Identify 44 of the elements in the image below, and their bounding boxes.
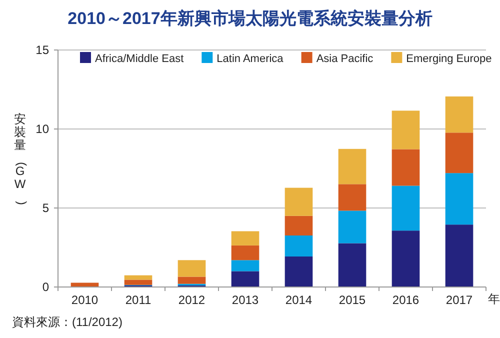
bar (445, 132, 474, 174)
x-tick-label: 2017 (446, 293, 473, 307)
x-axis-title: 年 (488, 292, 500, 306)
x-tick-label: 2016 (392, 293, 420, 307)
y-tick-label: 15 (36, 43, 50, 57)
legend-label: Asia Pacific (316, 53, 374, 65)
bar (231, 260, 260, 272)
y-axis-title: 安裝量(GW) (14, 112, 29, 205)
bar (284, 216, 313, 236)
bar (178, 276, 206, 284)
y-tick-label: 10 (36, 122, 50, 136)
legend-label: Latin America (216, 53, 284, 65)
bar (392, 110, 420, 150)
chart-title: 2010～2017年新興市場太陽光電系統安裝量分析 (68, 9, 432, 28)
bar (284, 256, 313, 287)
bar (338, 243, 366, 287)
x-tick-label: 2010 (71, 293, 98, 307)
x-tick-label: 2013 (232, 293, 259, 307)
x-tick-label: 2014 (285, 293, 312, 307)
bar (392, 149, 420, 186)
bar (284, 235, 313, 257)
bar (231, 231, 260, 246)
bar (178, 260, 206, 277)
bar (445, 224, 474, 287)
source-note: 資料來源：(11/2012) (12, 315, 122, 329)
y-tick-label: 0 (42, 280, 50, 294)
bar (445, 96, 474, 133)
x-tick-label: 2011 (125, 293, 152, 307)
bar (392, 186, 420, 231)
x-tick-label: 2012 (178, 293, 206, 307)
legend-label: Africa/Middle East (95, 53, 184, 65)
bar (392, 230, 420, 287)
y-tick-label: 5 (42, 201, 50, 215)
bar (70, 282, 99, 287)
bar (124, 280, 152, 285)
bar (338, 210, 366, 244)
bar (284, 188, 313, 216)
legend-label: Emerging Europe (406, 53, 492, 65)
bar (231, 271, 260, 287)
bar (338, 148, 366, 184)
bar (445, 173, 474, 225)
bar (338, 184, 366, 211)
x-tick-label: 2015 (338, 293, 366, 307)
bar (231, 245, 260, 260)
